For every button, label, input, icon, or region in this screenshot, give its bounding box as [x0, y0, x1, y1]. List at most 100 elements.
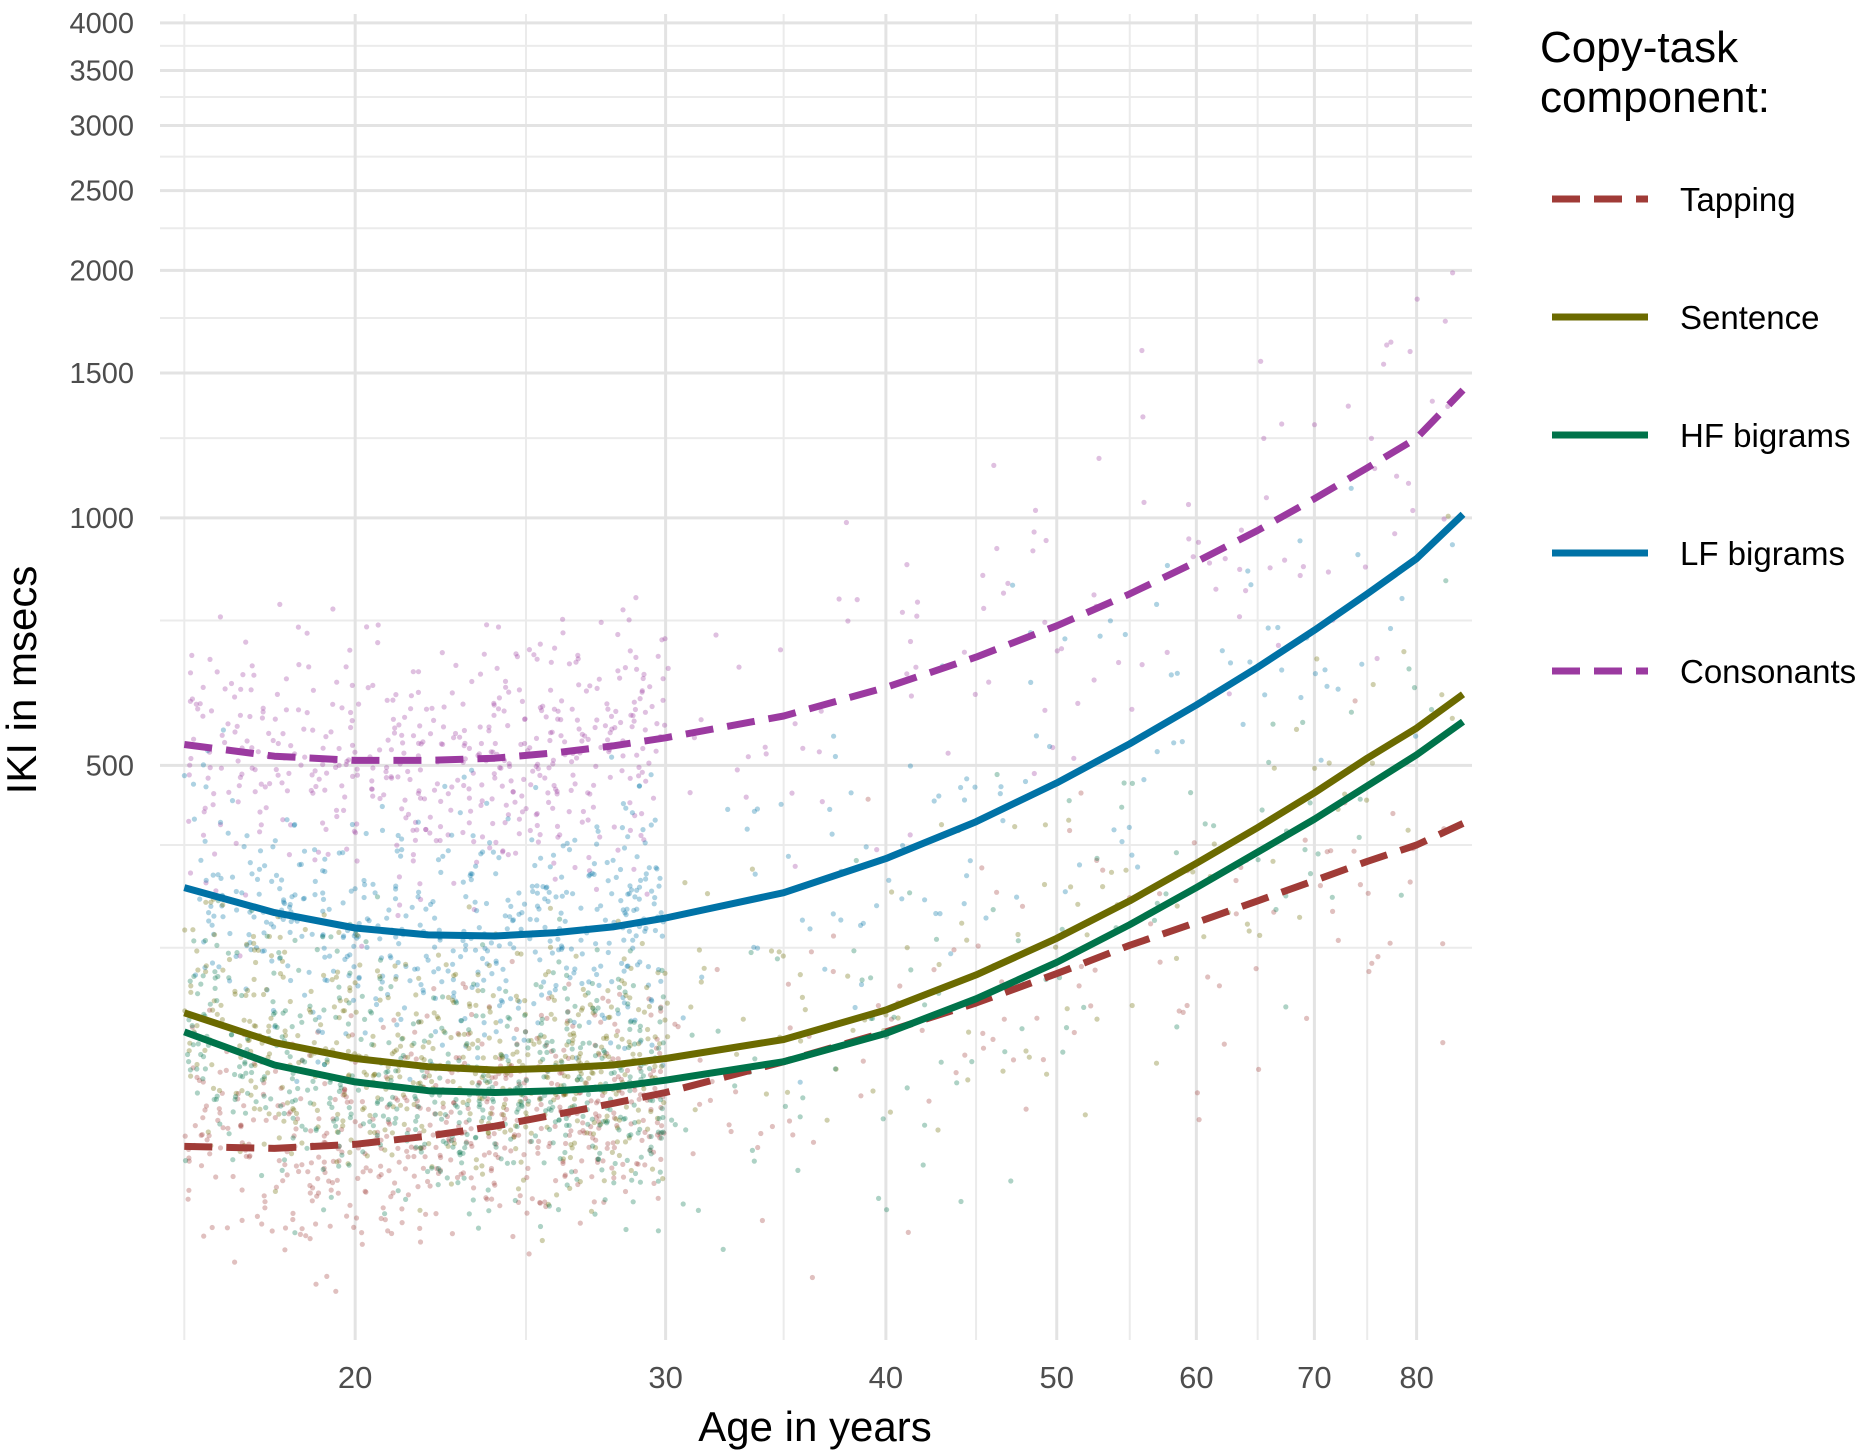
- data-point: [232, 1071, 238, 1078]
- data-point: [391, 1017, 397, 1023]
- data-point: [714, 966, 720, 973]
- data-point: [499, 999, 505, 1005]
- data-point: [189, 1024, 195, 1030]
- data-point: [393, 886, 399, 892]
- data-point: [578, 1076, 584, 1083]
- data-point: [588, 1208, 595, 1214]
- data-point: [247, 1018, 253, 1024]
- data-point: [530, 768, 536, 774]
- data-point: [271, 970, 277, 976]
- data-point: [1324, 683, 1330, 689]
- data-point: [1335, 937, 1341, 944]
- data-point: [355, 983, 361, 989]
- data-point: [598, 1121, 604, 1127]
- data-point: [619, 960, 625, 967]
- data-point: [203, 963, 209, 969]
- data-point: [830, 933, 837, 939]
- data-point: [334, 1177, 340, 1183]
- data-point: [488, 749, 494, 755]
- data-point: [1010, 1057, 1017, 1063]
- data-point: [592, 724, 598, 731]
- data-point: [477, 1101, 483, 1108]
- data-point: [646, 760, 652, 766]
- data-point: [242, 1110, 249, 1116]
- data-point: [660, 1062, 666, 1068]
- data-point: [469, 1143, 475, 1149]
- data-point: [365, 685, 371, 691]
- data-point: [361, 1105, 367, 1111]
- data-point: [1153, 1060, 1160, 1066]
- data-point: [539, 1020, 545, 1026]
- data-point: [248, 1092, 254, 1098]
- data-point: [611, 1170, 617, 1176]
- data-point: [471, 1185, 477, 1191]
- data-point: [625, 891, 631, 897]
- data-point: [636, 884, 643, 890]
- data-point: [628, 965, 634, 972]
- data-point: [485, 1187, 491, 1193]
- data-point: [186, 1187, 192, 1193]
- data-point: [299, 1226, 305, 1232]
- data-point: [843, 519, 850, 526]
- data-point: [639, 769, 645, 775]
- data-point: [507, 941, 513, 947]
- data-point: [397, 1043, 404, 1049]
- data-point: [528, 1138, 535, 1144]
- data-point: [610, 1140, 616, 1146]
- data-point: [272, 1024, 278, 1030]
- data-point: [534, 883, 540, 889]
- data-point: [951, 947, 957, 953]
- data-point: [625, 834, 631, 840]
- data-point: [345, 1048, 351, 1054]
- data-point: [660, 676, 666, 682]
- data-point: [570, 1023, 576, 1029]
- data-point: [637, 1027, 643, 1034]
- data-point: [543, 1203, 549, 1210]
- data-point: [274, 691, 280, 698]
- data-point: [602, 723, 609, 729]
- data-point: [596, 1119, 602, 1125]
- data-point: [346, 973, 352, 979]
- data-point: [474, 908, 480, 914]
- data-point: [590, 1005, 596, 1011]
- data-point: [437, 1111, 443, 1117]
- data-point: [642, 928, 648, 934]
- data-point: [563, 965, 570, 971]
- data-point: [1108, 869, 1115, 875]
- data-point: [550, 852, 557, 858]
- data-point: [655, 1228, 662, 1234]
- data-point: [340, 934, 346, 941]
- data-point: [1076, 862, 1083, 868]
- data-point: [636, 896, 642, 902]
- data-point: [544, 1049, 550, 1055]
- data-point: [619, 978, 625, 984]
- data-point: [797, 1079, 803, 1085]
- data-point: [1270, 858, 1276, 864]
- data-point: [213, 1174, 219, 1180]
- data-point: [192, 972, 199, 978]
- data-point: [276, 950, 282, 956]
- data-point: [536, 1035, 542, 1041]
- data-point: [383, 769, 389, 775]
- data-point: [207, 1007, 213, 1013]
- data-point: [379, 803, 385, 810]
- data-point: [268, 953, 275, 959]
- data-point: [590, 1005, 596, 1011]
- data-point: [1258, 358, 1264, 364]
- data-point: [408, 1144, 414, 1150]
- data-point: [641, 1009, 648, 1015]
- data-point: [198, 1051, 204, 1058]
- data-point: [516, 1132, 522, 1138]
- data-point: [412, 819, 419, 826]
- data-point: [528, 1130, 534, 1136]
- data-point: [500, 848, 506, 854]
- data-point: [408, 706, 414, 712]
- data-point: [660, 994, 666, 1000]
- data-point: [418, 982, 424, 988]
- data-point: [411, 1040, 417, 1046]
- data-point: [239, 1140, 245, 1146]
- data-point: [904, 945, 910, 951]
- data-point: [251, 914, 257, 920]
- data-point: [475, 1055, 481, 1061]
- data-point: [422, 1141, 428, 1147]
